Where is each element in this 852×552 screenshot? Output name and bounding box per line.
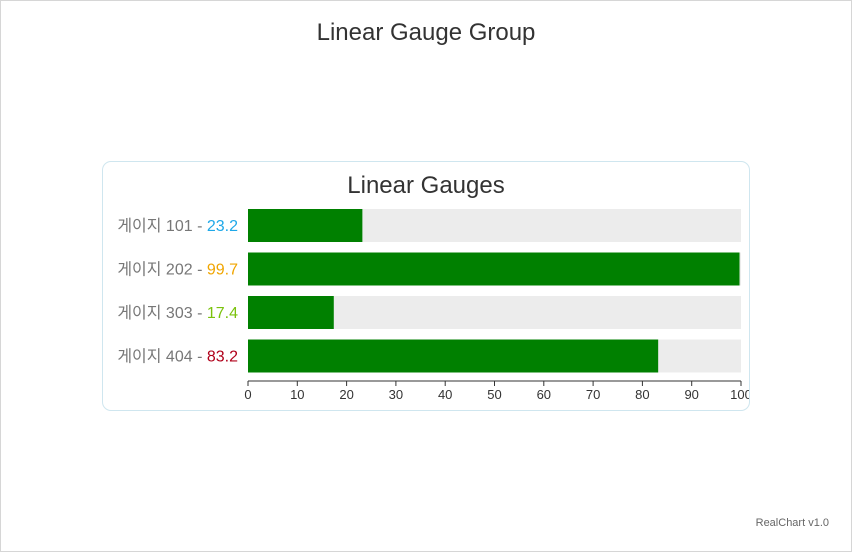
gauge-bar <box>248 209 363 242</box>
gauge-label: 게이지 303 - 17.4 <box>117 304 238 322</box>
gauge-bar <box>248 339 659 373</box>
axis-tick-label: 100 <box>730 387 749 402</box>
axis-tick-label: 20 <box>339 387 353 402</box>
axis-tick-label: 90 <box>684 387 698 402</box>
gauge-label-name: 게이지 404 <box>117 348 192 366</box>
axis-tick-label: 80 <box>635 387 649 402</box>
credit-label: RealChart v1.0 <box>755 517 829 529</box>
gauge-label-separator: - <box>193 305 207 322</box>
gauge-label: 게이지 404 - 83.2 <box>117 348 238 366</box>
axis-tick-label: 10 <box>290 387 304 402</box>
axis-tick-label: 0 <box>244 387 251 402</box>
axis-tick-label: 40 <box>438 387 452 402</box>
gauge-bar <box>248 252 740 286</box>
gauge-label: 게이지 202 - 99.7 <box>117 261 238 279</box>
gauge-label-value: 23.2 <box>207 218 238 235</box>
gauge-plot: 게이지 101 - 23.2 게이지 202 - 99.7 게이지 303 - 17… <box>117 209 749 402</box>
axis-tick-label: 60 <box>537 387 551 402</box>
gauge-label-separator: - <box>193 349 207 366</box>
gauge-group-panel: Linear Gauges 게이지 101 - 23.2 게이지 202 - 99… <box>102 161 750 411</box>
axis-tick-label: 50 <box>487 387 501 402</box>
gauge-group-title: Linear Gauges <box>347 172 505 199</box>
gauge-label-separator: - <box>193 218 207 235</box>
gauge-label-name: 게이지 101 <box>117 217 192 235</box>
gauge-label-value: 17.4 <box>207 305 238 322</box>
gauge-label-name: 게이지 303 <box>117 304 192 322</box>
chart-title: Linear Gauge Group <box>316 19 536 46</box>
gauge-label-separator: - <box>193 262 207 279</box>
axis-tick-label: 70 <box>586 387 600 402</box>
gauge-label-value: 99.7 <box>207 262 238 279</box>
gauge-label-value: 83.2 <box>207 349 238 366</box>
gauge-label-name: 게이지 202 <box>117 261 192 279</box>
gauge-bar <box>248 296 334 329</box>
axis-tick-label: 30 <box>389 387 403 402</box>
gauge-label: 게이지 101 - 23.2 <box>117 217 238 235</box>
